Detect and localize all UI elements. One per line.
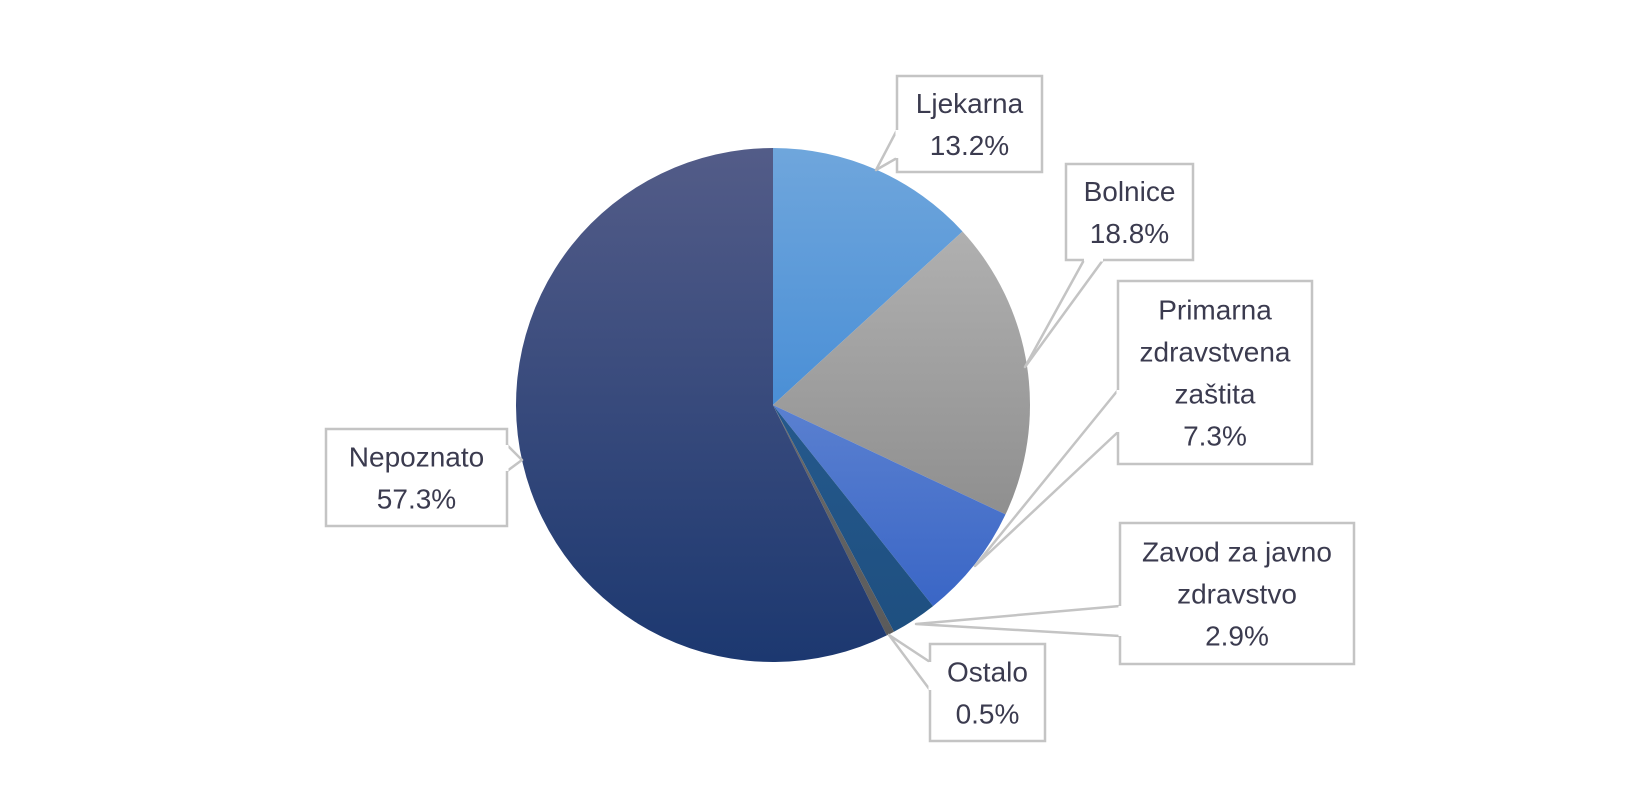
callout-primarna-zdravstvena-zastita: Primarna zdravstvena zaštita 7.3%	[1116, 279, 1314, 466]
pie-slice-primarna-zdravstvena-zastita	[773, 405, 1006, 607]
data-label-value: 0.5%	[956, 699, 1020, 730]
data-label-category: Ljekarna	[916, 88, 1024, 119]
callout-ostalo: Ostalo 0.5%	[928, 642, 1047, 743]
pie-slice-bolnice	[773, 231, 1030, 515]
callout-bolnice: Bolnice 18.8%	[1064, 162, 1195, 262]
callout-box	[1118, 521, 1356, 666]
data-label-category: Ostalo	[947, 657, 1028, 688]
data-label-value: 18.8%	[1090, 218, 1169, 249]
slices-layer	[516, 148, 1030, 662]
callout-ljekarna: Ljekarna 13.2%	[895, 74, 1044, 174]
data-label-value: 57.3%	[377, 484, 456, 515]
leader-line-ostalo	[887, 633, 932, 692]
data-label-value: 13.2%	[930, 130, 1009, 161]
leader-lines-layer	[505, 128, 1122, 692]
callout-box	[928, 642, 1047, 743]
callouts-layer: Ljekarna 13.2% Bolnice 18.8% Primarna zdravst…	[324, 74, 1356, 743]
callout-box	[324, 427, 509, 528]
data-label-category: zdravstvena	[1140, 337, 1291, 368]
leader-line-ljekarna	[874, 128, 899, 172]
data-label-category: Zavod za javno	[1142, 537, 1332, 568]
data-label-category: zdravstvo	[1177, 579, 1297, 610]
leader-line-nepoznato	[505, 443, 524, 473]
data-label-category: Bolnice	[1084, 176, 1176, 207]
callout-nepoznato: Nepoznato 57.3%	[324, 427, 509, 528]
data-label-value: 7.3%	[1183, 421, 1247, 452]
pie-slice-ostalo	[773, 405, 894, 636]
data-label-category: Nepoznato	[349, 442, 484, 473]
pie-slice-zavod-za-javno-zdravstvo	[773, 405, 934, 632]
callout-box	[895, 74, 1044, 174]
callout-box	[1064, 162, 1195, 262]
data-label-value: 2.9%	[1205, 621, 1269, 652]
leader-line-zavod-za-javno-zdravstvo	[914, 604, 1122, 638]
callout-zavod-za-javno-zdravstvo: Zavod za javno zdravstvo 2.9%	[1118, 521, 1356, 666]
data-label-category: zaštita	[1175, 379, 1256, 410]
pie-slice-ljekarna	[773, 148, 963, 405]
data-label-category: Primarna	[1158, 295, 1272, 326]
pie-slice-nepoznato	[516, 148, 887, 662]
leader-line-bolnice	[1023, 258, 1105, 369]
callout-box	[1116, 279, 1314, 466]
